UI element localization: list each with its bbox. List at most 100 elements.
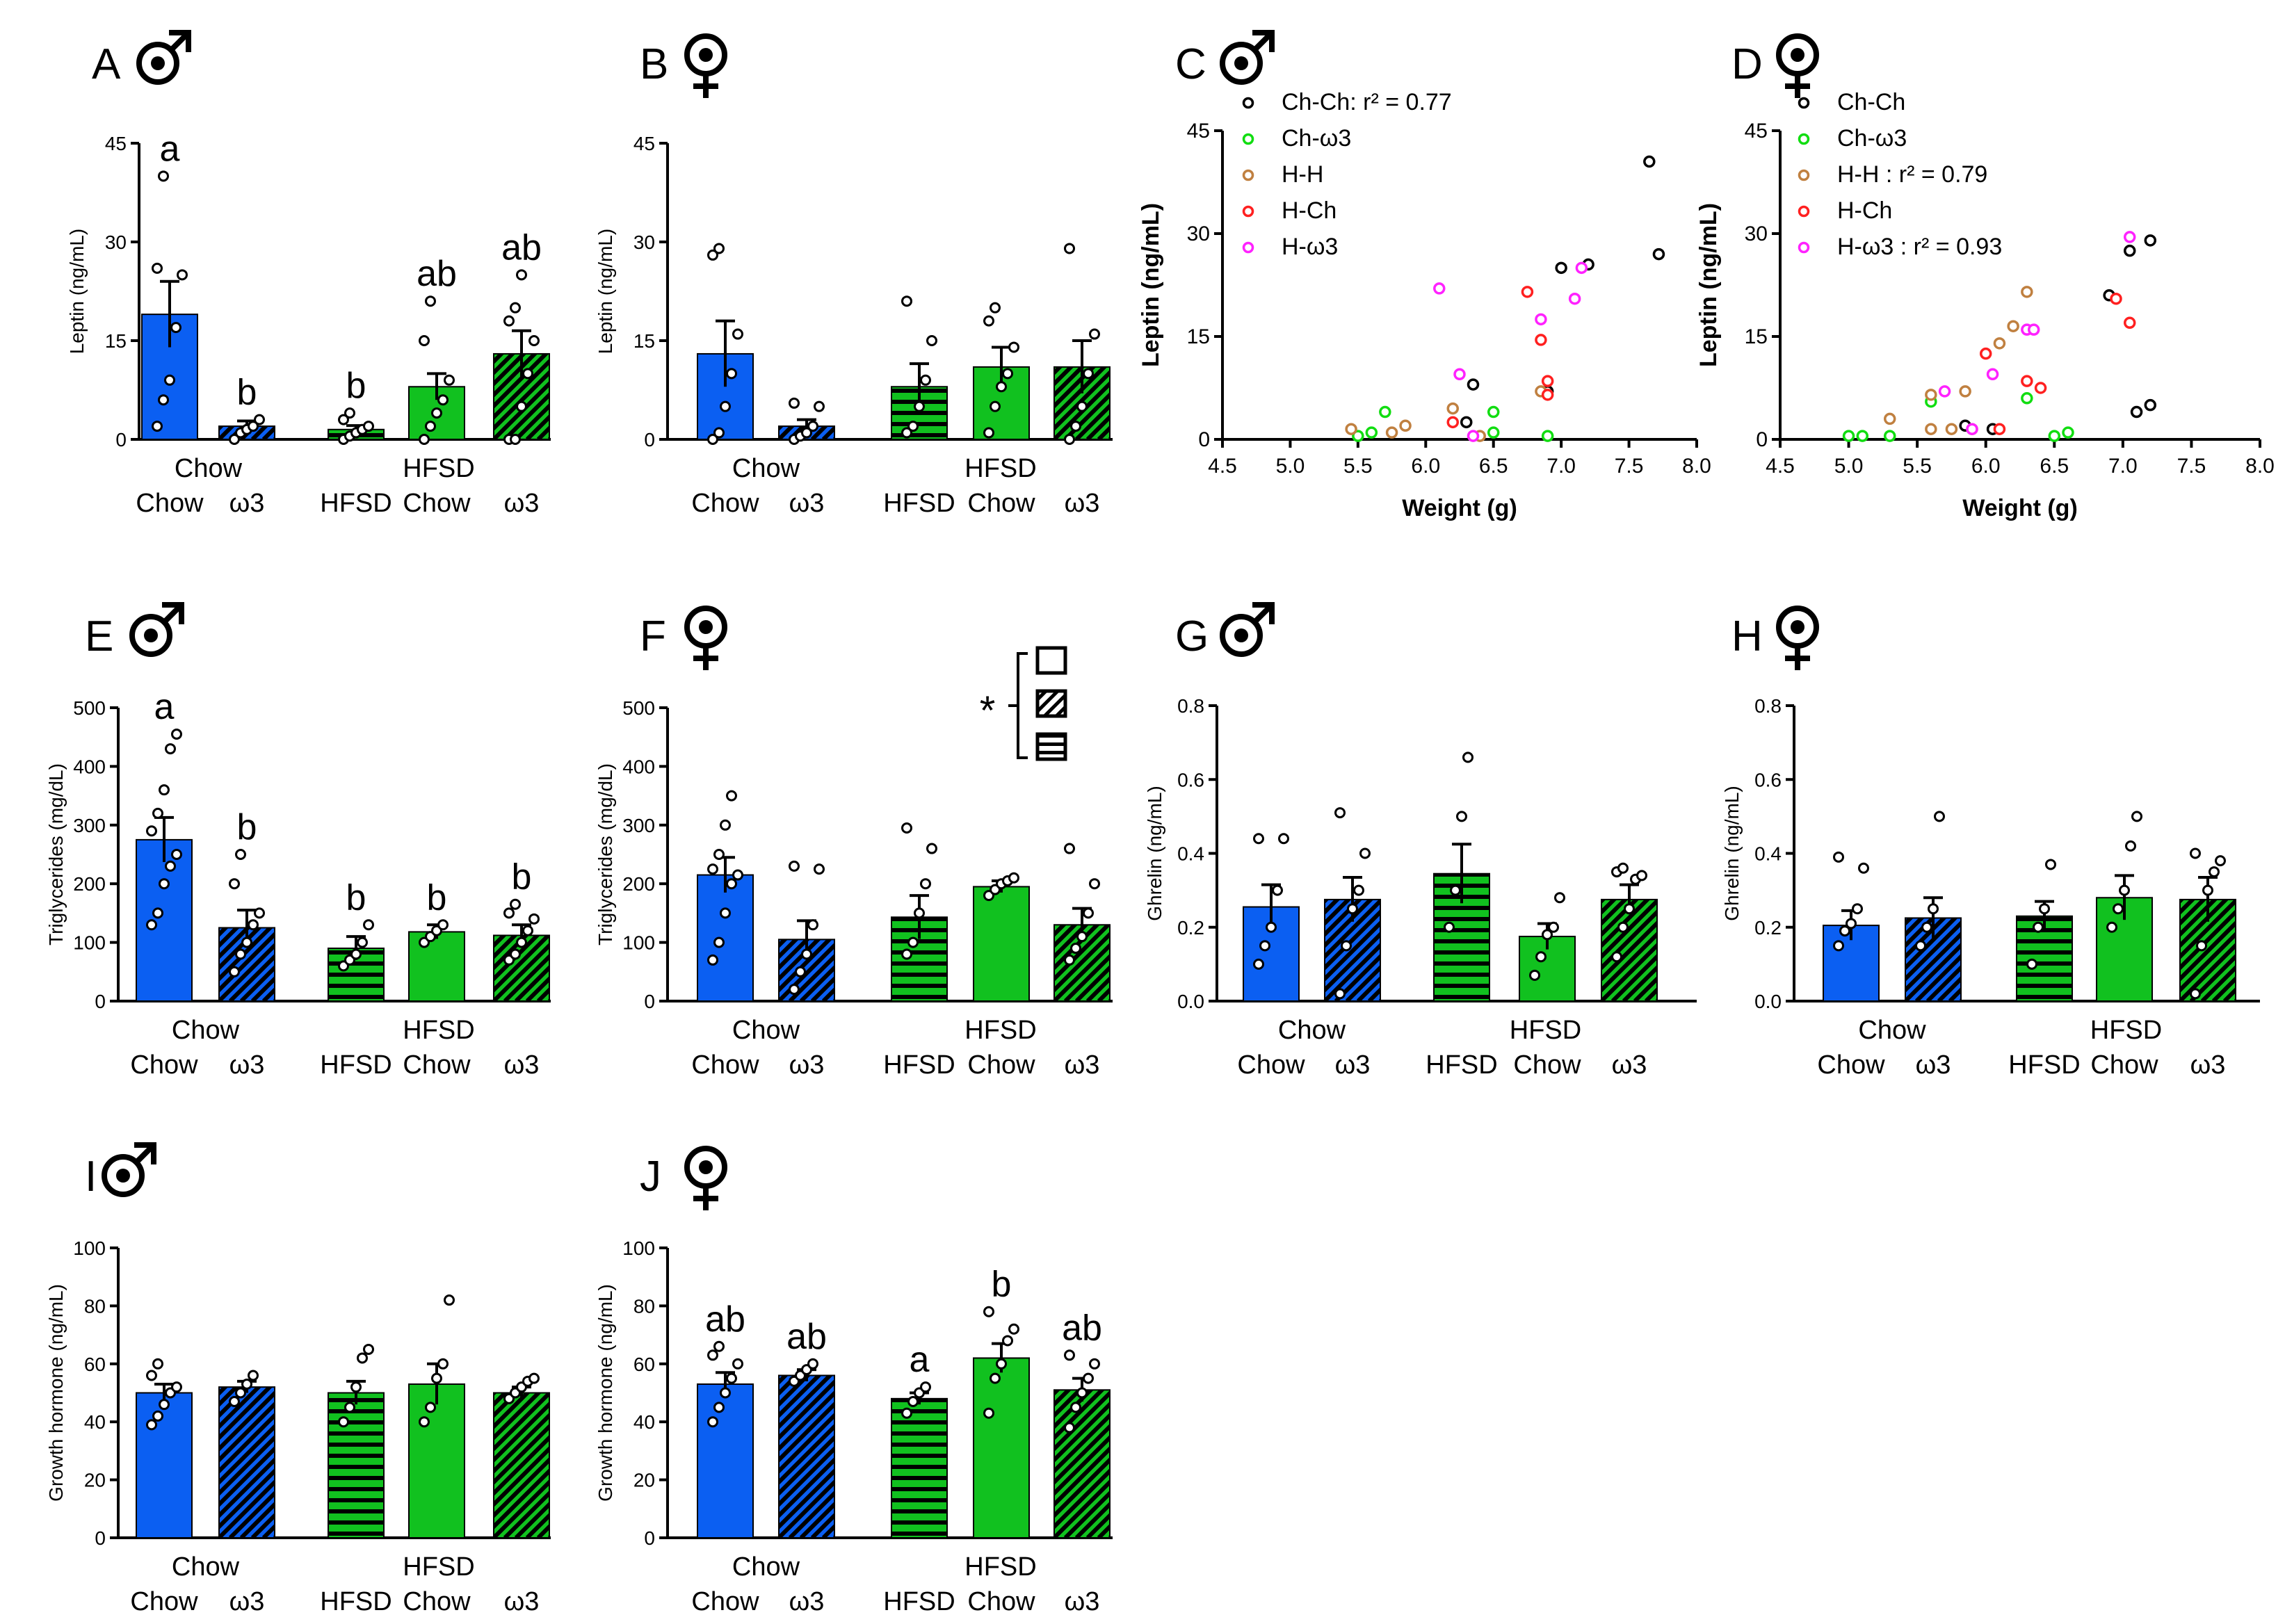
male-symbol-arrow-C <box>1251 30 1275 54</box>
y-tick-label-C: 45 <box>1187 120 1210 143</box>
data-point-A-2 <box>363 421 374 432</box>
x-tick-label-C: 8.0 <box>1682 455 1711 478</box>
legend-label-D-2: H-H : r² = 0.79 <box>1837 161 1987 188</box>
bar-stripe <box>508 92 856 439</box>
data-point-F-1 <box>801 948 812 960</box>
data-point-J-3 <box>983 1407 994 1419</box>
x-tick-label-C: 6.5 <box>1479 455 1508 478</box>
bar-stripe <box>1085 1512 1110 1538</box>
data-point-G-0 <box>1259 940 1270 952</box>
bar-J-0 <box>697 1383 753 1538</box>
y-tick-label-H: 0.8 <box>1754 695 1782 717</box>
bar-stripe <box>2039 653 2285 1001</box>
scatter-point-C-4 <box>1535 313 1547 326</box>
y-tick-label-G: 0.2 <box>1177 917 1204 939</box>
data-point-I-0 <box>152 1410 163 1422</box>
female-symbol-dot-B <box>699 48 713 62</box>
legend-box-plain <box>1035 646 1067 675</box>
data-point-E-2 <box>363 919 374 931</box>
x-category-label-F-2: HFSD <box>883 1050 955 1080</box>
bar-stripe <box>1310 1190 1658 1538</box>
x-category-label-J-1: ω3 <box>789 1587 825 1616</box>
y-tick-label-D: 15 <box>1745 325 1768 348</box>
data-point-A-0 <box>158 170 169 182</box>
x-category-label-E-4: ω3 <box>504 1050 540 1080</box>
scatter-point-C-4 <box>1453 368 1466 381</box>
data-point-I-2 <box>350 1381 362 1393</box>
y-tick-label-G: 0.8 <box>1177 695 1204 717</box>
y-tick-label-G: 0.4 <box>1177 843 1204 865</box>
y-tick-label-B: 30 <box>633 232 655 253</box>
data-point-I-3 <box>444 1294 455 1306</box>
x-tick-label-C: 5.0 <box>1276 455 1305 478</box>
y-axis-label-J: Growth hormone (ng/mL) <box>595 1284 616 1502</box>
x-category-label-E-2: HFSD <box>320 1050 391 1080</box>
x-category-label-G-2: HFSD <box>1426 1050 1497 1080</box>
data-point-H-4 <box>2190 847 2201 859</box>
scatter-point-C-2 <box>1399 419 1412 432</box>
y-tick-label-C: 15 <box>1187 325 1210 348</box>
data-point-H-2 <box>2033 921 2044 933</box>
chart-panel-F: F 0 100 200 300 400 500 Triglycerides (mg/dL) Ch… <box>595 606 1113 1080</box>
data-point-F-4 <box>1083 907 1094 919</box>
data-point-F-4 <box>1070 943 1081 955</box>
data-point-B-1 <box>789 397 800 409</box>
y-tick-label-A: 0 <box>115 429 127 450</box>
bar-stripe <box>2180 931 2236 993</box>
bar-stripe <box>1388 1190 1736 1538</box>
scatter-point-D-4 <box>1938 385 1951 398</box>
bar-stripe <box>2250 653 2285 1001</box>
bar-stripe <box>1601 909 1657 971</box>
y-tick-label-F: 300 <box>622 815 655 836</box>
data-point-A-4 <box>522 368 533 380</box>
bar-stripe <box>1254 1190 1602 1538</box>
female-symbol-cross-F <box>693 646 718 670</box>
data-point-A-3 <box>419 434 430 445</box>
bar-stripe <box>1210 1190 1558 1538</box>
bar-stripe <box>1601 920 1657 982</box>
data-point-A-3 <box>444 374 455 386</box>
bar-stripe <box>2269 653 2285 1001</box>
data-point-B-3 <box>1008 341 1019 353</box>
bar-I-0 <box>136 1392 192 1538</box>
scatter-point-D-1 <box>2021 392 2033 405</box>
data-point-J-4 <box>1064 1349 1075 1361</box>
bar-stripe <box>1377 1190 1725 1538</box>
bar-stripe <box>1054 925 1100 971</box>
data-point-B-4 <box>1089 328 1100 340</box>
y-tick-label-J: 0 <box>644 1527 655 1549</box>
bar-stripe <box>1054 1479 1110 1538</box>
data-point-H-3 <box>2113 903 2124 915</box>
legend-label-D-3: H-Ch <box>1837 197 1892 224</box>
data-point-B-0 <box>726 368 737 380</box>
data-point-G-1 <box>1334 988 1346 1000</box>
data-point-G-4 <box>1617 862 1629 874</box>
bar-stripe <box>1325 931 1380 993</box>
data-point-H-2 <box>2039 903 2050 915</box>
x-category-label-J-4: ω3 <box>1065 1587 1100 1616</box>
x-tick-label-C: 5.5 <box>1343 455 1373 478</box>
data-point-A-1 <box>254 414 265 425</box>
data-point-B-4 <box>1083 368 1094 380</box>
x-tick-label-D: 6.5 <box>2040 455 2069 478</box>
bar-stripe <box>779 1434 834 1497</box>
scatter-point-D-1 <box>1856 430 1869 442</box>
legend-label-C-0: Ch-Ch: r² = 0.77 <box>1282 89 1452 115</box>
bar-stripe <box>219 927 240 949</box>
bar-stripe <box>2239 653 2285 1001</box>
bar-stripe <box>2228 653 2285 1001</box>
chart-panel-C: C 0 15 30 45 Leptin (ng/mL) 4.5 5.0 5.5 6.0 6.5 7.0… <box>1138 30 1711 521</box>
panel-letter-D: D <box>1731 40 1763 88</box>
bar-stripe <box>219 931 275 993</box>
x-group-label-G-1: HFSD <box>1510 1016 1581 1045</box>
y-tick-label-A: 15 <box>105 330 127 352</box>
data-point-E-4 <box>510 898 521 910</box>
bar-stripe <box>219 927 251 960</box>
data-point-E-4 <box>528 913 540 925</box>
bar-stripe <box>1332 92 1680 439</box>
y-axis-label-B: Leptin (ng/mL) <box>595 229 616 355</box>
data-point-I-3 <box>431 1372 442 1384</box>
scatter-point-C-4 <box>1575 261 1588 275</box>
x-group-label-A-0: Chow <box>175 454 243 483</box>
bar-pattern-J-1 <box>779 1375 834 1538</box>
